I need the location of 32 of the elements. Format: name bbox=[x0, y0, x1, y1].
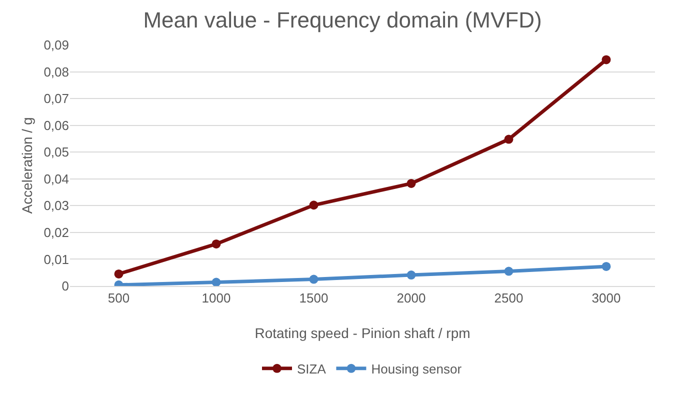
point bbox=[309, 274, 318, 284]
y-axis-title: Acceleration / g bbox=[19, 117, 35, 214]
x-tick-label: 1000 bbox=[202, 290, 231, 306]
y-tick-label: 0,01 bbox=[44, 252, 69, 267]
y-tick-label: 0,06 bbox=[44, 118, 69, 133]
y-tick-label: 0,04 bbox=[44, 171, 69, 186]
point bbox=[602, 262, 611, 271]
y-tick-label: 0,07 bbox=[44, 91, 69, 106]
x-tick-label: 500 bbox=[108, 290, 130, 306]
chart-title: Mean value - Frequency domain (MVFD) bbox=[143, 7, 542, 32]
point bbox=[114, 269, 124, 278]
point bbox=[602, 55, 611, 64]
x-tick-label: 3000 bbox=[592, 290, 621, 306]
point bbox=[504, 266, 514, 276]
point bbox=[212, 278, 221, 286]
y-tick-label: 0,02 bbox=[44, 224, 69, 240]
x-tick-label: 2500 bbox=[494, 290, 524, 306]
legend-label: Housing sensor bbox=[371, 362, 462, 376]
x-tick-label: 1500 bbox=[299, 290, 328, 306]
y-tick-label: 0,03 bbox=[44, 198, 69, 214]
y-tick-label: 0,09 bbox=[44, 38, 69, 53]
y-tick-label: 0 bbox=[62, 278, 69, 294]
y-tick-label: 0,05 bbox=[44, 144, 69, 160]
legend-label: SIZA bbox=[297, 362, 326, 376]
x-axis-title: Rotating speed - Pinion shaft / rpm bbox=[254, 325, 470, 341]
point bbox=[406, 178, 416, 188]
point bbox=[406, 270, 416, 280]
y-tick-label: 0,08 bbox=[44, 64, 69, 80]
point bbox=[212, 239, 221, 248]
point bbox=[504, 134, 514, 144]
point bbox=[309, 200, 318, 210]
x-tick-label: 2000 bbox=[396, 290, 426, 306]
